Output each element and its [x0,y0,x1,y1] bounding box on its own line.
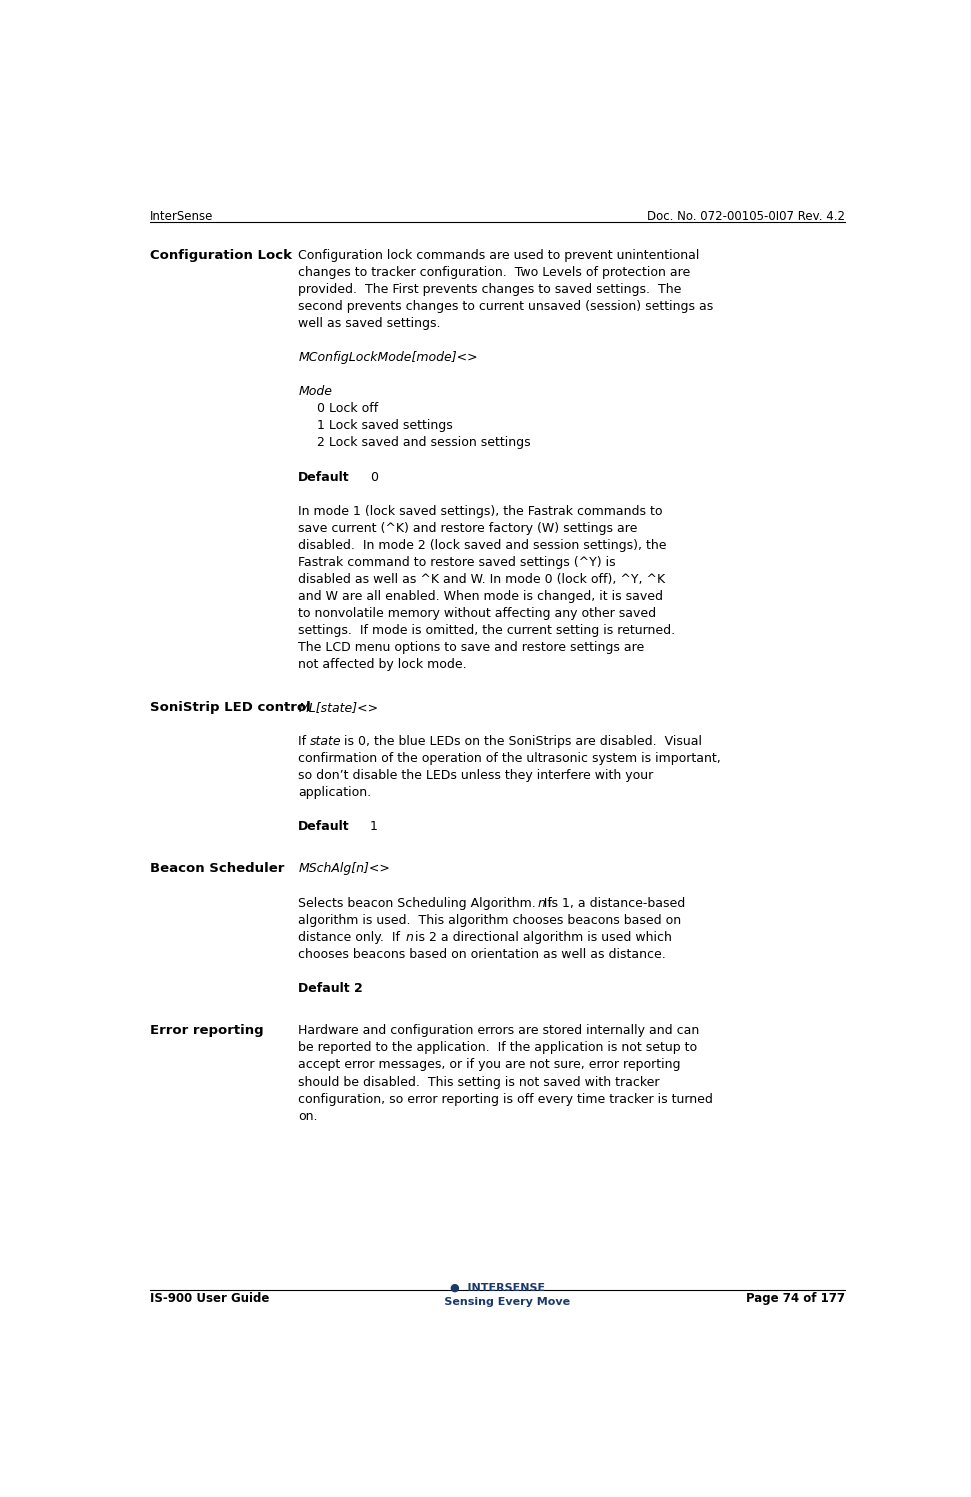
Text: is 2 a directional algorithm is used which: is 2 a directional algorithm is used whi… [411,931,672,943]
Text: SoniStrip LED control: SoniStrip LED control [150,701,311,714]
Text: Configuration Lock: Configuration Lock [150,249,292,262]
Text: 0: 0 [370,470,378,484]
Text: 0 Lock off: 0 Lock off [318,403,379,415]
Text: on.: on. [298,1109,318,1123]
Text: Beacon Scheduler: Beacon Scheduler [150,862,285,876]
Text: MSchAlg[n]<>: MSchAlg[n]<> [298,862,390,876]
Text: Fastrak command to restore saved settings (^Y) is: Fastrak command to restore saved setting… [298,555,616,569]
Text: chooses beacons based on orientation as well as distance.: chooses beacons based on orientation as … [298,948,666,961]
Text: 1: 1 [370,820,378,832]
Text: IS-900 User Guide: IS-900 User Guide [150,1292,269,1305]
Text: n: n [405,931,413,943]
Text: 2 Lock saved and session settings: 2 Lock saved and session settings [318,437,531,449]
Text: Page 74 of 177: Page 74 of 177 [747,1292,846,1305]
Text: is 1, a distance-based: is 1, a distance-based [544,897,685,910]
Text: and W are all enabled. When mode is changed, it is saved: and W are all enabled. When mode is chan… [298,590,663,603]
Text: not affected by lock mode.: not affected by lock mode. [298,659,467,671]
Text: distance only.  If: distance only. If [298,931,404,943]
Text: be reported to the application.  If the application is not setup to: be reported to the application. If the a… [298,1042,697,1054]
Text: settings.  If mode is omitted, the current setting is returned.: settings. If mode is omitted, the curren… [298,624,676,638]
Text: ML[state]<>: ML[state]<> [298,701,379,714]
Text: changes to tracker configuration.  Two Levels of protection are: changes to tracker configuration. Two Le… [298,266,690,278]
Text: save current (^K) and restore factory (W) settings are: save current (^K) and restore factory (W… [298,522,638,534]
Text: Default 2: Default 2 [298,982,363,996]
Text: If: If [298,735,311,748]
Text: 1 Lock saved settings: 1 Lock saved settings [318,419,452,433]
Text: provided.  The First prevents changes to saved settings.  The: provided. The First prevents changes to … [298,283,682,296]
Text: Selects beacon Scheduling Algorithm.  If: Selects beacon Scheduling Algorithm. If [298,897,556,910]
Text: MConfigLockMode[mode]<>: MConfigLockMode[mode]<> [298,352,478,364]
Text: algorithm is used.  This algorithm chooses beacons based on: algorithm is used. This algorithm choose… [298,913,682,927]
Text: well as saved settings.: well as saved settings. [298,317,441,329]
Text: InterSense: InterSense [150,210,214,223]
Text: second prevents changes to current unsaved (session) settings as: second prevents changes to current unsav… [298,299,714,313]
Text: Doc. No. 072-00105-0I07 Rev. 4.2: Doc. No. 072-00105-0I07 Rev. 4.2 [648,210,846,223]
Text: n: n [538,897,546,910]
Text: ●  INTERSENSE
     Sensing Every Move: ● INTERSENSE Sensing Every Move [425,1283,570,1307]
Text: The LCD menu options to save and restore settings are: The LCD menu options to save and restore… [298,641,645,654]
Text: Error reporting: Error reporting [150,1024,263,1037]
Text: to nonvolatile memory without affecting any other saved: to nonvolatile memory without affecting … [298,608,656,620]
Text: application.: application. [298,786,371,799]
Text: is 0, the blue LEDs on the SoniStrips are disabled.  Visual: is 0, the blue LEDs on the SoniStrips ar… [340,735,702,748]
Text: accept error messages, or if you are not sure, error reporting: accept error messages, or if you are not… [298,1058,681,1072]
Text: Hardware and configuration errors are stored internally and can: Hardware and configuration errors are st… [298,1024,699,1037]
Text: configuration, so error reporting is off every time tracker is turned: configuration, so error reporting is off… [298,1093,713,1106]
Text: should be disabled.  This setting is not saved with tracker: should be disabled. This setting is not … [298,1075,659,1088]
Text: confirmation of the operation of the ultrasonic system is important,: confirmation of the operation of the ult… [298,751,721,765]
Text: state: state [311,735,342,748]
Text: In mode 1 (lock saved settings), the Fastrak commands to: In mode 1 (lock saved settings), the Fas… [298,504,663,518]
Text: Default: Default [298,470,350,484]
Text: disabled as well as ^K and W. In mode 0 (lock off), ^Y, ^K: disabled as well as ^K and W. In mode 0 … [298,573,665,585]
Text: Configuration lock commands are used to prevent unintentional: Configuration lock commands are used to … [298,249,699,262]
Text: so don’t disable the LEDs unless they interfere with your: so don’t disable the LEDs unless they in… [298,769,653,781]
Text: Default: Default [298,820,350,832]
Text: disabled.  In mode 2 (lock saved and session settings), the: disabled. In mode 2 (lock saved and sess… [298,539,667,552]
Text: Mode: Mode [298,385,332,398]
